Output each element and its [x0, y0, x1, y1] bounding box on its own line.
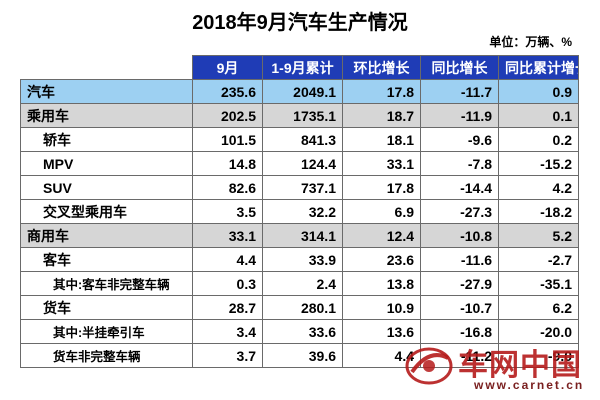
cumulative-value: 33.9 — [262, 247, 343, 272]
row-label: 汽车 — [20, 79, 193, 104]
yoy-cumulative-growth-value: -2.7 — [498, 247, 579, 272]
yoy-growth-value: -10.8 — [420, 223, 499, 248]
table-row: 商用车 33.1 314.1 12.4 -10.8 5.2 — [20, 223, 579, 248]
yoy-cumulative-growth-value: -20.0 — [498, 319, 579, 344]
yoy-cumulative-growth-value: -18.2 — [498, 199, 579, 224]
table-row: 乘用车 202.5 1735.1 18.7 -11.9 0.1 — [20, 103, 579, 128]
yoy-cumulative-growth-value: -9.0 — [498, 343, 579, 368]
yoy-growth-value: -11.9 — [420, 103, 499, 128]
table-row: 其中:客车非完整车辆 0.3 2.4 13.8 -27.9 -35.1 — [20, 271, 579, 296]
cumulative-value: 33.6 — [262, 319, 343, 344]
month-value: 4.4 — [192, 247, 263, 272]
yoy-cumulative-growth-value: 6.2 — [498, 295, 579, 320]
yoy-cumulative-growth-value: 0.1 — [498, 103, 579, 128]
row-label: MPV — [20, 151, 193, 176]
yoy-growth-value: -27.3 — [420, 199, 499, 224]
row-label: 其中:客车非完整车辆 — [20, 271, 193, 296]
row-label: 其中:半挂牵引车 — [20, 319, 193, 344]
month-value: 82.6 — [192, 175, 263, 200]
yoy-cumulative-growth-value: -15.2 — [498, 151, 579, 176]
watermark-name: 车网中国 — [458, 348, 582, 383]
yoy-growth-value: -11.7 — [420, 79, 499, 104]
month-value: 14.8 — [192, 151, 263, 176]
yoy-cumulative-growth-value: -35.1 — [498, 271, 579, 296]
yoy-cumulative-growth-value: 0.9 — [498, 79, 579, 104]
yoy-cumulative-growth-value: 0.2 — [498, 127, 579, 152]
yoy-growth-value: -14.4 — [420, 175, 499, 200]
month-value: 0.3 — [192, 271, 263, 296]
page-title: 2018年9月汽车生产情况 — [192, 12, 408, 34]
yoy-cumulative-growth-value: 4.2 — [498, 175, 579, 200]
yoy-growth-value: -11.6 — [420, 247, 499, 272]
cumulative-value: 737.1 — [262, 175, 343, 200]
mom-growth-value: 6.9 — [342, 199, 421, 224]
table-row: MPV 14.8 124.4 33.1 -7.8 -15.2 — [20, 151, 579, 176]
table-row: 货车 28.7 280.1 10.9 -10.7 6.2 — [20, 295, 579, 320]
row-label: 乘用车 — [20, 103, 193, 128]
yoy-cumulative-growth-value: 5.2 — [498, 223, 579, 248]
production-table: 9月 1-9月累计 环比增长 同比增长 同比累计增长 汽车235.62049.1… — [20, 55, 579, 368]
unit-label: 单位：万辆、% — [489, 35, 572, 49]
cumulative-value: 1735.1 — [262, 103, 343, 128]
table-body: 汽车 235.6 2049.1 17.8 -11.7 0.9 乘用车 202.5 1735.1 1… — [20, 79, 579, 368]
table-row: 汽车 235.6 2049.1 17.8 -11.7 0.9 — [20, 79, 579, 104]
table-row: 轿车 101.5 841.3 18.1 -9.6 0.2 — [20, 127, 579, 152]
yoy-growth-value: -7.8 — [420, 151, 499, 176]
row-label: 商用车 — [20, 223, 193, 248]
month-value: 3.7 — [192, 343, 263, 368]
mom-growth-value: 18.7 — [342, 103, 421, 128]
table-row: SUV 82.6 737.1 17.8 -14.4 4.2 — [20, 175, 579, 200]
month-value: 33.1 — [192, 223, 263, 248]
mom-growth-value: 17.8 — [342, 175, 421, 200]
row-label: SUV — [20, 175, 193, 200]
month-value: 3.5 — [192, 199, 263, 224]
row-label: 客车 — [20, 247, 193, 272]
header-blank-cell — [20, 55, 193, 80]
month-value: 235.6 — [192, 79, 263, 104]
watermark-url: www.carnet.cn — [474, 378, 585, 392]
cumulative-value: 124.4 — [262, 151, 343, 176]
yoy-growth-value: -16.8 — [420, 319, 499, 344]
mom-growth-value: 33.1 — [342, 151, 421, 176]
row-label: 轿车 — [20, 127, 193, 152]
header-yoy-growth: 同比增长 — [420, 55, 499, 80]
cumulative-value: 841.3 — [262, 127, 343, 152]
table-row: 其中:半挂牵引车 3.4 33.6 13.6 -16.8 -20.0 — [20, 319, 579, 344]
cumulative-value: 39.6 — [262, 343, 343, 368]
yoy-growth-value: -10.7 — [420, 295, 499, 320]
row-label: 货车 — [20, 295, 193, 320]
table-row: 交叉型乘用车 3.5 32.2 6.9 -27.3 -18.2 — [20, 199, 579, 224]
row-label: 交叉型乘用车 — [20, 199, 193, 224]
month-value: 101.5 — [192, 127, 263, 152]
yoy-growth-value: -9.6 — [420, 127, 499, 152]
cumulative-value: 2.4 — [262, 271, 343, 296]
month-value: 28.7 — [192, 295, 263, 320]
header-mom-growth: 环比增长 — [342, 55, 421, 80]
cumulative-value: 32.2 — [262, 199, 343, 224]
header-cumulative: 1-9月累计 — [262, 55, 343, 80]
watermark: 车网中国 www.carnet.cn — [404, 338, 594, 396]
month-value: 3.4 — [192, 319, 263, 344]
header-month: 9月 — [192, 55, 263, 80]
mom-growth-value: 12.4 — [342, 223, 421, 248]
mom-growth-value: 23.6 — [342, 247, 421, 272]
month-value: 202.5 — [192, 103, 263, 128]
table-row: 客车 4.4 33.9 23.6 -11.6 -2.7 — [20, 247, 579, 272]
carnet-logo-icon — [405, 347, 453, 385]
header-yoy-cumulative-growth: 同比累计增长 — [498, 55, 579, 80]
cumulative-value: 2049.1 — [262, 79, 343, 104]
row-label: 货车非完整车辆 — [20, 343, 193, 368]
cumulative-value: 314.1 — [262, 223, 343, 248]
cumulative-value: 280.1 — [262, 295, 343, 320]
mom-growth-value: 13.8 — [342, 271, 421, 296]
mom-growth-value: 17.8 — [342, 79, 421, 104]
yoy-growth-value: -27.9 — [420, 271, 499, 296]
table-header-row: 9月 1-9月累计 环比增长 同比增长 同比累计增长 — [20, 55, 579, 80]
mom-growth-value: 18.1 — [342, 127, 421, 152]
mom-growth-value: 10.9 — [342, 295, 421, 320]
